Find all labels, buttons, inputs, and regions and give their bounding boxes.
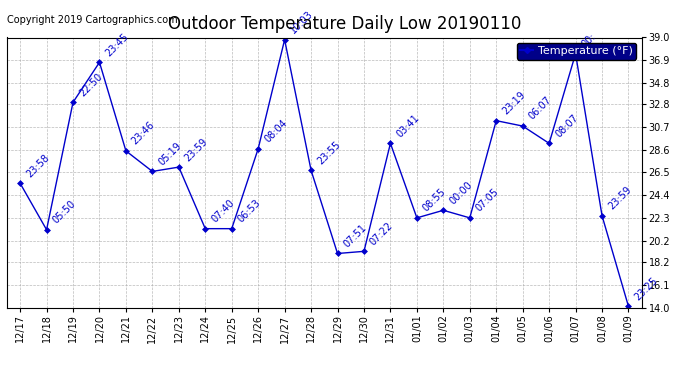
Text: 23:59: 23:59 — [183, 136, 210, 163]
Text: 22:50: 22:50 — [77, 71, 104, 98]
Text: 03:41: 03:41 — [395, 112, 422, 139]
Text: Outdoor Temperature Daily Low 20190110: Outdoor Temperature Daily Low 20190110 — [168, 15, 522, 33]
Text: 23:55: 23:55 — [315, 139, 342, 166]
Text: 00:: 00: — [580, 32, 598, 50]
Text: 23:58: 23:58 — [24, 152, 51, 179]
Text: 08:04: 08:04 — [262, 118, 289, 145]
Text: 23:46: 23:46 — [130, 120, 157, 147]
Text: 23:45: 23:45 — [104, 31, 130, 58]
Text: 06:07: 06:07 — [527, 95, 553, 122]
Text: 07:22: 07:22 — [368, 220, 395, 247]
Text: 06:53: 06:53 — [236, 198, 263, 225]
Text: 08:55: 08:55 — [421, 187, 448, 214]
Text: 05:50: 05:50 — [51, 199, 77, 226]
Text: 07:40: 07:40 — [210, 198, 236, 225]
Text: Copyright 2019 Cartographics.com: Copyright 2019 Cartographics.com — [7, 15, 177, 25]
Text: 05:19: 05:19 — [157, 141, 184, 167]
Text: 00:00: 00:00 — [448, 180, 474, 206]
Text: 23:19: 23:19 — [500, 90, 527, 117]
Legend: Temperature (°F): Temperature (°F) — [517, 43, 636, 60]
Text: 08:07: 08:07 — [553, 112, 580, 139]
Text: 23:25: 23:25 — [633, 275, 660, 302]
Text: 10:03: 10:03 — [289, 9, 315, 36]
Text: 23:59: 23:59 — [607, 184, 633, 211]
Text: 07:51: 07:51 — [342, 222, 368, 249]
Text: 07:05: 07:05 — [474, 187, 501, 214]
